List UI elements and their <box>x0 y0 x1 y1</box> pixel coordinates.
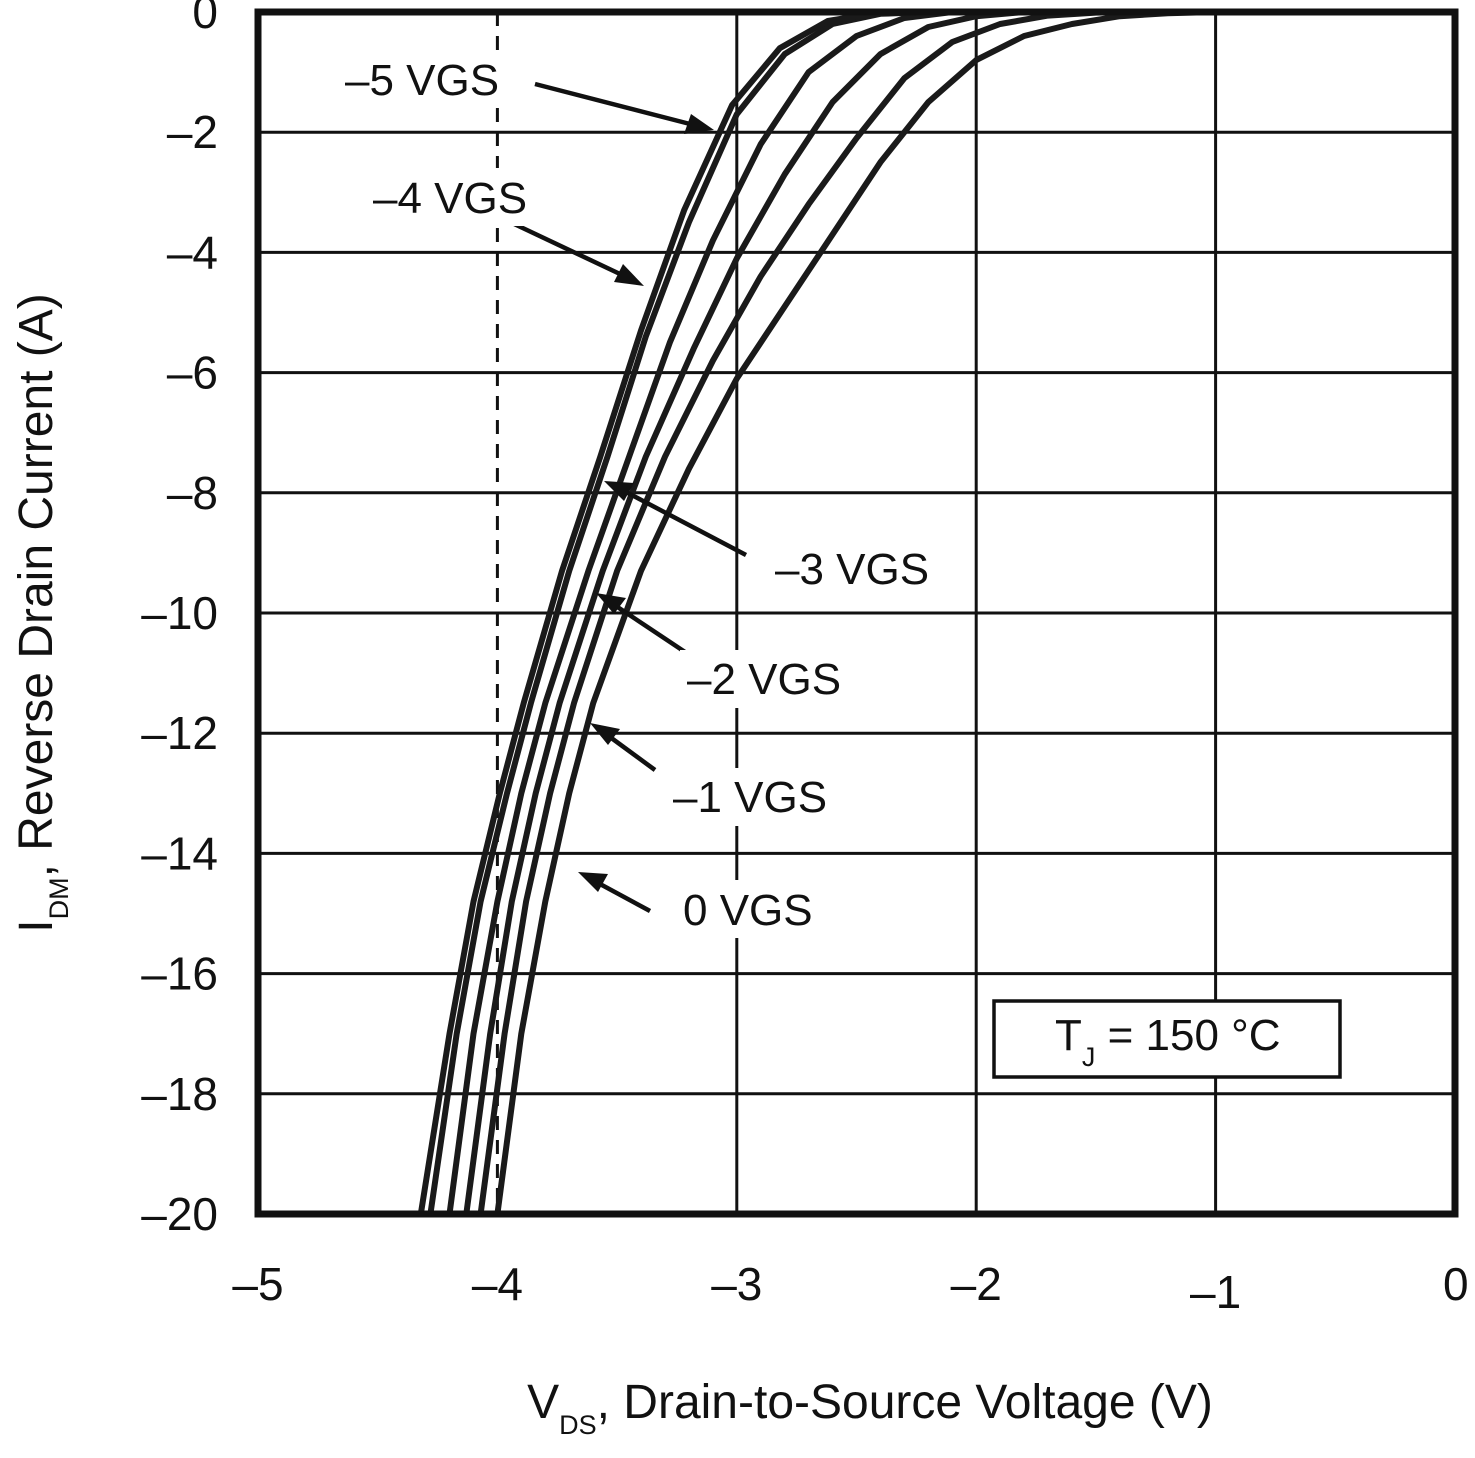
x-tick-label: –1 <box>1190 1266 1241 1318</box>
vgs-curves <box>417 9 1267 1217</box>
x-tick-label: –4 <box>472 1258 523 1310</box>
y-axis-ticks: 0 –2 –4 –6 –8 –10 –12 –14 –16 –18 –20 <box>141 0 218 1240</box>
arrow-0vgs <box>598 882 652 913</box>
arrow-2vgs <box>614 604 690 656</box>
y-tick-label: –8 <box>167 467 218 519</box>
x-tick-label: –5 <box>232 1258 283 1310</box>
plot-frame <box>254 8 1459 1218</box>
arrow-head-3vgs <box>604 481 634 501</box>
x-tick-label: 0 <box>1443 1258 1469 1310</box>
x-axis-ticks: –5 –4 –3 –2 –1 0 <box>232 1258 1468 1318</box>
arrow-head-1vgs <box>590 723 620 745</box>
arrow-3vgs <box>624 490 748 557</box>
y-tick-label: –12 <box>141 707 218 759</box>
arrow-head-0vgs <box>578 872 608 892</box>
y-tick-label: –4 <box>167 226 218 278</box>
label-1vgs: –1 VGS <box>673 773 827 822</box>
arrow-head-2vgs <box>596 593 626 614</box>
curve-1vgs <box>477 9 1147 1217</box>
label-0vgs: 0 VGS <box>683 886 813 935</box>
curve-4vgs <box>427 9 932 1217</box>
arrow-1vgs <box>608 735 657 772</box>
label-5vgs: –5 VGS <box>345 56 499 105</box>
curve-0vgs <box>494 9 1267 1217</box>
annotation-arrows <box>509 81 748 913</box>
arrow-4vgs <box>509 219 621 277</box>
x-tick-label: –3 <box>711 1258 762 1310</box>
x-tick-label: –2 <box>951 1258 1002 1310</box>
y-axis-title: IDM, Reverse Drain Current (A) <box>10 293 74 933</box>
y-tick-label: –20 <box>141 1188 218 1240</box>
label-3vgs: –3 VGS <box>775 545 929 594</box>
arrow-5vgs <box>534 81 691 127</box>
curve-3vgs <box>446 9 956 1217</box>
y-tick-label: –10 <box>141 587 218 639</box>
y-tick-label: –16 <box>141 948 218 1000</box>
arrow-head-4vgs <box>614 264 644 286</box>
y-tick-label: –6 <box>167 347 218 399</box>
condition-box-frame <box>992 999 1342 1079</box>
temperature-condition-box: TJ = 150 °C <box>992 999 1342 1079</box>
arrow-head-5vgs <box>684 114 714 134</box>
curve-5vgs <box>417 9 932 1217</box>
x-axis-title: VDS, Drain-to-Source Voltage (V) <box>527 1376 1213 1440</box>
label-4vgs: –4 VGS <box>373 174 527 223</box>
y-tick-label: 0 <box>192 0 218 38</box>
y-tick-label: –18 <box>141 1068 218 1120</box>
label-2vgs: –2 VGS <box>687 655 841 704</box>
y-tick-label: –14 <box>141 827 218 879</box>
y-tick-label: –2 <box>167 106 218 158</box>
annotation-labels: –5 VGS –4 VGS –3 VGS –2 VGS –1 VGS 0 VGS <box>338 50 958 938</box>
curve-2vgs <box>463 9 1028 1217</box>
condition-text: TJ = 150 °C <box>1055 1011 1281 1072</box>
